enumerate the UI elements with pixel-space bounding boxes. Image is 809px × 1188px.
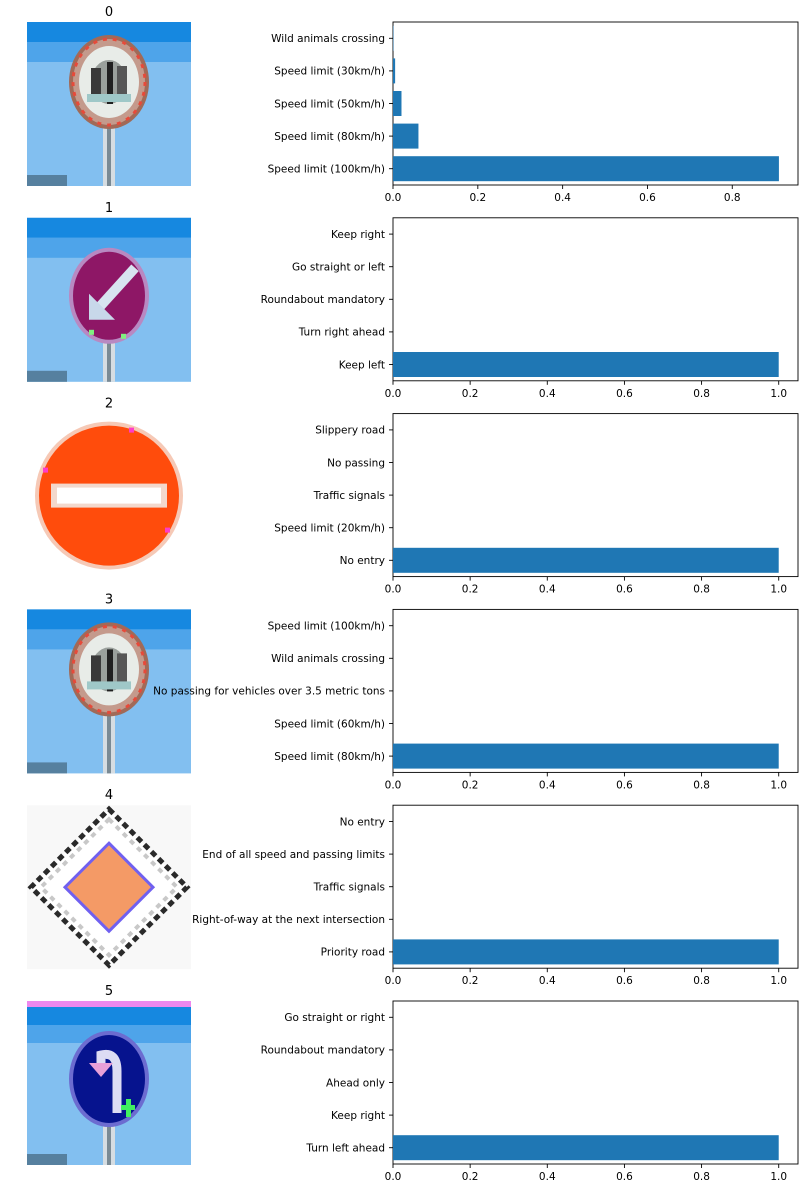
x-tick-label: 1.0	[770, 584, 787, 596]
category-label: Speed limit (50km/h)	[274, 98, 385, 110]
category-label: Go straight or left	[292, 262, 385, 274]
category-label: Roundabout mandatory	[261, 1045, 385, 1057]
x-tick-label: 0.0	[385, 779, 402, 791]
bar	[393, 58, 396, 84]
x-tick-label: 0.4	[539, 1171, 556, 1183]
no-entry-sign	[27, 413, 191, 578]
x-tick-label: 0.6	[616, 779, 633, 791]
x-tick-label: 0.8	[693, 388, 710, 400]
x-tick-label: 0.0	[385, 584, 402, 596]
x-tick-label: 1.0	[770, 779, 787, 791]
panel-title: 5	[105, 984, 113, 999]
category-label: No entry	[340, 816, 385, 828]
x-tick-label: 0.8	[693, 584, 710, 596]
panel-3: 3 Speed limit (100km/h) Wild animals cross…	[27, 592, 799, 791]
category-label: Speed limit (60km/h)	[274, 718, 385, 730]
speed-limit-sign	[27, 609, 191, 774]
x-tick-label: 0.0	[385, 1171, 402, 1183]
category-label: End of all speed and passing limits	[202, 849, 385, 861]
x-tick-label: 0.0	[385, 192, 402, 204]
x-tick-label: 0.8	[724, 192, 741, 204]
category-label: Keep right	[331, 229, 385, 241]
category-label: Keep left	[339, 359, 385, 371]
x-tick-label: 0.8	[693, 975, 710, 987]
x-tick-label: 0.2	[462, 779, 479, 791]
x-tick-label: 0.4	[554, 192, 571, 204]
category-label: Right-of-way at the next intersection	[192, 914, 385, 926]
category-label: Speed limit (30km/h)	[274, 66, 385, 78]
category-label: Ahead only	[326, 1077, 385, 1089]
x-tick-label: 1.0	[770, 975, 787, 987]
x-tick-label: 0.6	[616, 975, 633, 987]
x-tick-label: 0.6	[616, 388, 633, 400]
x-tick-label: 0.2	[462, 975, 479, 987]
category-label: Slippery road	[315, 425, 385, 437]
x-tick-label: 0.4	[539, 584, 556, 596]
panel-title: 0	[105, 5, 113, 20]
panel-title: 4	[105, 788, 113, 803]
x-tick-label: 0.2	[462, 584, 479, 596]
x-tick-label: 0.4	[539, 779, 556, 791]
bar	[393, 123, 419, 149]
category-label: No entry	[340, 555, 385, 567]
category-label: Traffic signals	[313, 882, 385, 894]
category-label: Keep right	[331, 1110, 385, 1122]
bar	[393, 156, 779, 182]
category-label: Go straight or right	[284, 1012, 385, 1024]
priority-road-sign	[27, 805, 191, 970]
x-tick-label: 0.2	[469, 192, 486, 204]
x-tick-label: 1.0	[770, 388, 787, 400]
bar	[393, 743, 779, 769]
category-label: Speed limit (80km/h)	[274, 751, 385, 763]
bar	[393, 939, 779, 965]
category-label: Wild animals crossing	[271, 653, 385, 665]
category-label: Turn left ahead	[305, 1143, 385, 1155]
x-tick-label: 0.0	[385, 975, 402, 987]
bar	[393, 547, 779, 573]
category-label: Wild animals crossing	[271, 33, 385, 45]
x-tick-label: 0.4	[539, 975, 556, 987]
category-label: No passing for vehicles over 3.5 metric …	[153, 686, 385, 698]
x-tick-label: 0.6	[616, 584, 633, 596]
bar	[393, 1135, 779, 1161]
bar	[393, 91, 402, 116]
panel-title: 3	[105, 592, 113, 607]
panel-title: 2	[105, 397, 113, 412]
x-tick-label: 0.8	[693, 779, 710, 791]
speed-limit-sign	[27, 22, 191, 186]
category-label: Turn right ahead	[298, 327, 385, 339]
panel-title: 1	[105, 201, 113, 216]
category-label: Roundabout mandatory	[261, 294, 385, 306]
category-label: Speed limit (100km/h)	[268, 164, 385, 176]
x-tick-label: 0.6	[616, 1171, 633, 1183]
x-tick-label: 0.0	[385, 388, 402, 400]
category-label: Speed limit (20km/h)	[274, 523, 385, 535]
panel-2: 2 Slippery road No passing Traffic signals S…	[27, 397, 799, 596]
x-tick-label: 0.8	[693, 1171, 710, 1183]
panel-4: 4 No entry End of all speed and passing li…	[27, 788, 799, 987]
category-label: No passing	[327, 457, 385, 469]
keep-left-sign	[27, 217, 191, 382]
bar	[393, 352, 779, 377]
x-tick-label: 0.2	[462, 388, 479, 400]
panel-1: 1 Keep right Go straight or left Roundabout…	[27, 201, 799, 400]
category-label: Speed limit (100km/h)	[268, 621, 385, 633]
category-label: Speed limit (80km/h)	[274, 131, 385, 143]
panel-0: 0 Wild animals crossing Speed limit (30km/…	[27, 5, 799, 204]
turn-left-ahead-sign	[27, 1001, 191, 1165]
category-label: Priority road	[321, 947, 385, 959]
x-tick-label: 0.6	[639, 192, 656, 204]
category-label: Traffic signals	[313, 490, 385, 502]
x-tick-label: 0.2	[462, 1171, 479, 1183]
x-tick-label: 0.4	[539, 388, 556, 400]
x-tick-label: 1.0	[770, 1171, 787, 1183]
panel-5: 5 Go straight or right Roundabout mandator…	[27, 984, 799, 1183]
